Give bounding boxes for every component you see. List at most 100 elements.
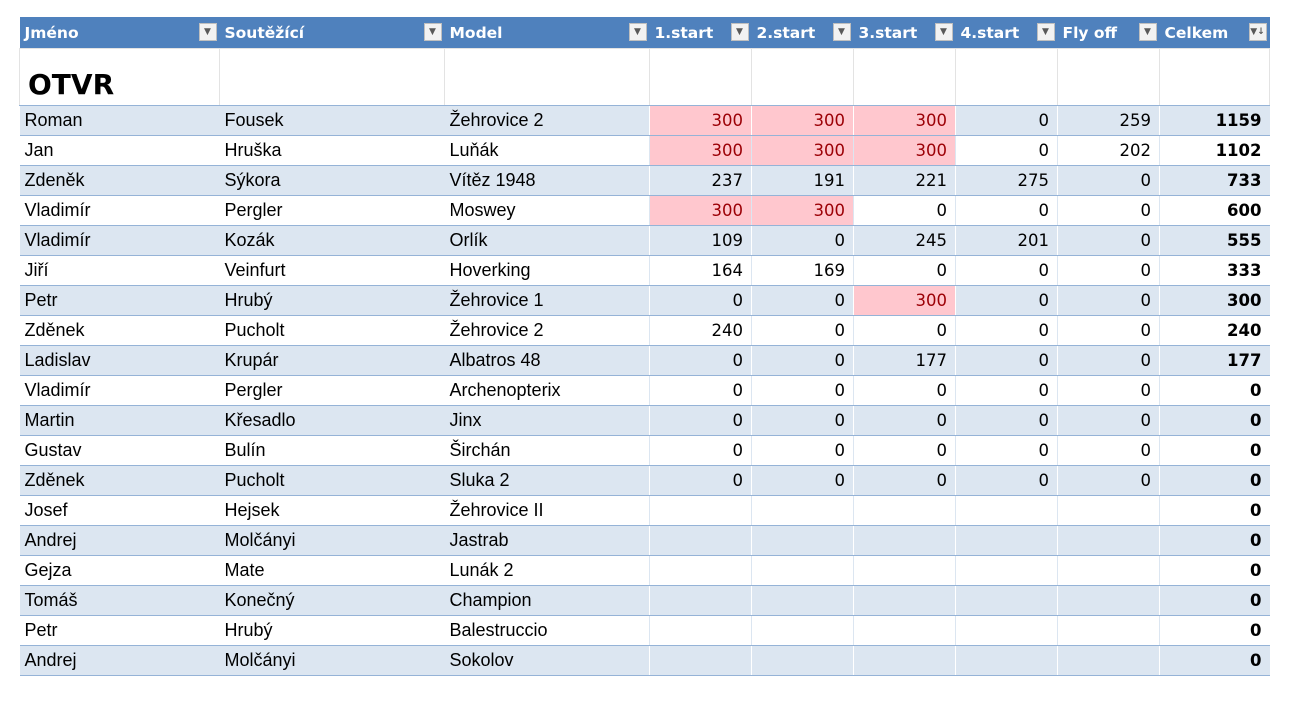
cell-fly-off[interactable] (1057, 495, 1160, 526)
cell-start-1[interactable]: 0 (649, 285, 752, 316)
cell-start-3[interactable]: 0 (853, 315, 956, 346)
cell-start-4[interactable]: 0 (955, 465, 1058, 496)
cell-start-4[interactable] (955, 525, 1058, 556)
column-header-celkem[interactable]: Celkem ▼↓ (1159, 17, 1270, 49)
cell-start-3[interactable]: 0 (853, 465, 956, 496)
cell-start-3[interactable]: 221 (853, 165, 956, 196)
cell-soutezici[interactable]: Kozák (219, 225, 445, 256)
cell-celkem[interactable]: 300 (1159, 285, 1270, 316)
cell-start-4[interactable]: 0 (955, 435, 1058, 466)
cell-start-4[interactable]: 0 (955, 405, 1058, 436)
cell-model[interactable]: Lunák 2 (444, 555, 650, 586)
cell-start-1[interactable] (649, 525, 752, 556)
cell-jmeno[interactable]: Martin (19, 405, 220, 436)
cell-celkem[interactable]: 0 (1159, 585, 1270, 616)
cell-start-4[interactable]: 0 (955, 315, 1058, 346)
cell-soutezici[interactable]: Sýkora (219, 165, 445, 196)
cell-celkem[interactable]: 177 (1159, 345, 1270, 376)
cell-start-4[interactable]: 201 (955, 225, 1058, 256)
cell-start-4[interactable]: 0 (955, 375, 1058, 406)
cell-celkem[interactable]: 0 (1159, 615, 1270, 646)
cell-start-2[interactable] (751, 525, 854, 556)
cell-fly-off[interactable]: 0 (1057, 375, 1160, 406)
cell-fly-off[interactable]: 0 (1057, 465, 1160, 496)
cell-jmeno[interactable]: Vladimír (19, 375, 220, 406)
cell-start-3[interactable] (853, 525, 956, 556)
cell-model[interactable]: Žehrovice 2 (444, 315, 650, 346)
empty-cell[interactable] (649, 48, 752, 106)
cell-soutezici[interactable]: Křesadlo (219, 405, 445, 436)
cell-start-2[interactable] (751, 495, 854, 526)
cell-start-2[interactable] (751, 555, 854, 586)
cell-start-2[interactable]: 0 (751, 375, 854, 406)
cell-jmeno[interactable]: Tomáš (19, 585, 220, 616)
cell-start-2[interactable]: 300 (751, 195, 854, 226)
cell-start-3[interactable]: 0 (853, 405, 956, 436)
empty-cell[interactable] (955, 48, 1058, 106)
cell-start-4[interactable]: 0 (955, 285, 1058, 316)
cell-soutezici[interactable]: Pergler (219, 375, 445, 406)
cell-fly-off[interactable] (1057, 615, 1160, 646)
cell-start-2[interactable]: 169 (751, 255, 854, 286)
cell-start-2[interactable]: 0 (751, 225, 854, 256)
empty-cell[interactable] (1057, 48, 1160, 106)
cell-fly-off[interactable]: 0 (1057, 225, 1160, 256)
column-header-jmeno[interactable]: Jméno ▼ (19, 17, 220, 49)
cell-soutezici[interactable]: Hrubý (219, 615, 445, 646)
cell-soutezici[interactable]: Bulín (219, 435, 445, 466)
cell-fly-off[interactable]: 259 (1057, 105, 1160, 136)
cell-jmeno[interactable]: Jiří (19, 255, 220, 286)
cell-start-2[interactable]: 300 (751, 135, 854, 166)
cell-model[interactable]: Champion (444, 585, 650, 616)
column-header-model[interactable]: Model ▼ (444, 17, 650, 49)
cell-fly-off[interactable]: 0 (1057, 285, 1160, 316)
cell-celkem[interactable]: 0 (1159, 465, 1270, 496)
cell-jmeno[interactable]: Zdeněk (19, 165, 220, 196)
cell-jmeno[interactable]: Roman (19, 105, 220, 136)
cell-start-1[interactable] (649, 645, 752, 676)
cell-model[interactable]: Moswey (444, 195, 650, 226)
cell-start-2[interactable]: 0 (751, 285, 854, 316)
cell-start-3[interactable]: 245 (853, 225, 956, 256)
cell-fly-off[interactable]: 0 (1057, 165, 1160, 196)
cell-model[interactable]: Albatros 48 (444, 345, 650, 376)
cell-start-1[interactable] (649, 495, 752, 526)
cell-jmeno[interactable]: Petr (19, 615, 220, 646)
cell-start-1[interactable]: 164 (649, 255, 752, 286)
cell-start-1[interactable]: 0 (649, 345, 752, 376)
cell-celkem[interactable]: 555 (1159, 225, 1270, 256)
cell-start-3[interactable]: 0 (853, 375, 956, 406)
column-header-start-1[interactable]: 1.start ▼ (649, 17, 752, 49)
cell-start-2[interactable]: 0 (751, 315, 854, 346)
cell-model[interactable]: Jinx (444, 405, 650, 436)
cell-start-3[interactable]: 0 (853, 255, 956, 286)
cell-start-3[interactable] (853, 495, 956, 526)
cell-start-4[interactable] (955, 615, 1058, 646)
cell-celkem[interactable]: 1102 (1159, 135, 1270, 166)
dropdown-arrow-icon[interactable]: ▼ (730, 23, 749, 41)
cell-start-2[interactable]: 0 (751, 345, 854, 376)
column-header-fly-off[interactable]: Fly off ▼ (1057, 17, 1160, 49)
dropdown-arrow-icon[interactable]: ▼ (1138, 23, 1157, 41)
cell-model[interactable]: Luňák (444, 135, 650, 166)
cell-soutezici[interactable]: Pergler (219, 195, 445, 226)
cell-start-3[interactable] (853, 585, 956, 616)
cell-soutezici[interactable]: Veinfurt (219, 255, 445, 286)
cell-start-1[interactable] (649, 615, 752, 646)
cell-start-1[interactable]: 0 (649, 375, 752, 406)
cell-jmeno[interactable]: Josef (19, 495, 220, 526)
cell-start-1[interactable] (649, 585, 752, 616)
cell-model[interactable]: Sluka 2 (444, 465, 650, 496)
cell-jmeno[interactable]: Vladimír (19, 195, 220, 226)
cell-jmeno[interactable]: Zděnek (19, 465, 220, 496)
cell-fly-off[interactable]: 0 (1057, 435, 1160, 466)
cell-celkem[interactable]: 600 (1159, 195, 1270, 226)
cell-start-3[interactable]: 300 (853, 285, 956, 316)
cell-jmeno[interactable]: Gustav (19, 435, 220, 466)
empty-cell[interactable] (444, 48, 650, 106)
cell-start-1[interactable]: 300 (649, 105, 752, 136)
cell-model[interactable]: Hoverking (444, 255, 650, 286)
cell-start-1[interactable]: 109 (649, 225, 752, 256)
cell-start-4[interactable] (955, 495, 1058, 526)
cell-start-3[interactable] (853, 555, 956, 586)
